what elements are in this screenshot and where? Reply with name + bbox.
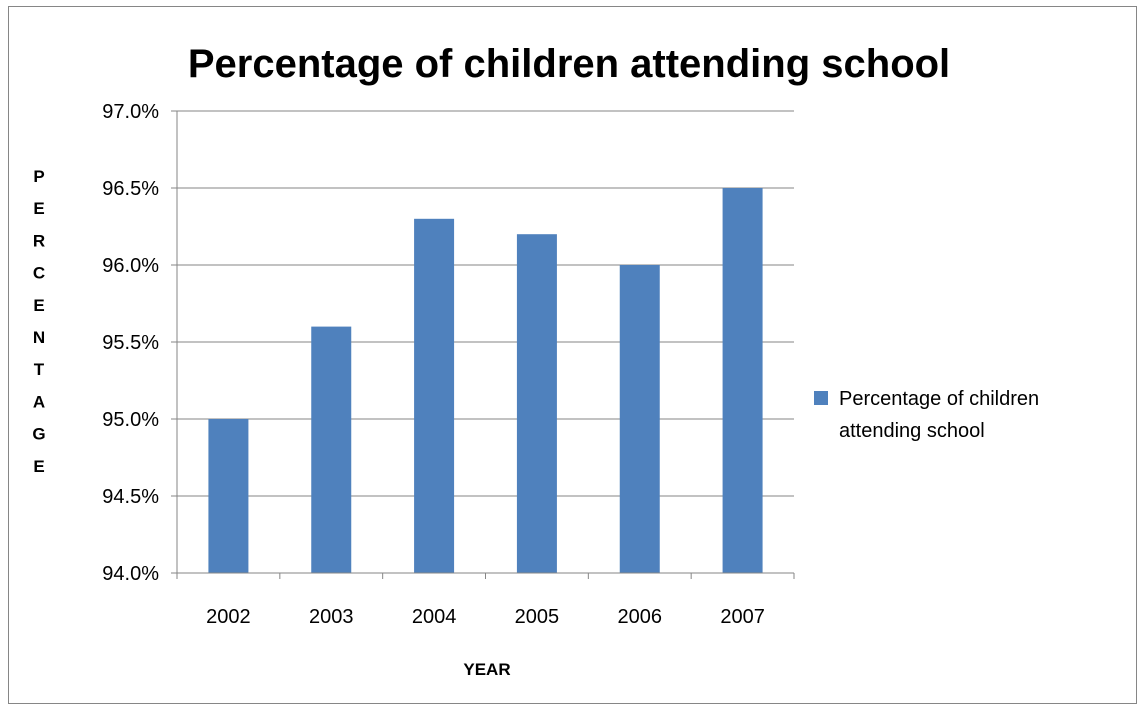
y-axis-title-letter: R: [33, 231, 45, 250]
chart-title: Percentage of children attending school: [188, 42, 950, 86]
x-tick-label: 2002: [206, 606, 251, 628]
y-tick-label: 94.5%: [102, 486, 159, 508]
x-axis-title: YEAR: [463, 660, 510, 679]
y-tick-label: 96.0%: [102, 255, 159, 277]
bar-2005: [516, 234, 557, 573]
chart-svg: Percentage of children attending school …: [32, 42, 1039, 679]
bar-2002: [208, 419, 249, 573]
x-tick-label: 2004: [412, 606, 457, 628]
y-tick-label: 96.5%: [102, 178, 159, 200]
y-axis-title-letter: E: [33, 199, 44, 218]
bar-2003: [311, 326, 352, 573]
bar-2006: [619, 265, 660, 573]
legend-swatch: [814, 391, 828, 405]
y-axis-title-letter: G: [32, 425, 45, 444]
bar-2004: [414, 218, 455, 574]
y-axis-title-letter: P: [33, 167, 44, 186]
y-tick-label: 95.0%: [102, 409, 159, 431]
chart-frame: Percentage of children attending school …: [8, 6, 1137, 704]
y-tick-label: 97.0%: [102, 101, 159, 123]
y-axis-title-letter: E: [33, 457, 44, 476]
x-tick-label: 2006: [618, 606, 663, 628]
x-tick-label: 2007: [720, 606, 765, 628]
y-axis-title-letter: E: [33, 296, 44, 315]
y-tick-label: 94.0%: [102, 563, 159, 585]
bar-2007: [722, 188, 763, 573]
x-tick-label: 2003: [309, 606, 354, 628]
y-axis-title-letter: C: [33, 264, 45, 283]
y-axis-title-letter: T: [34, 360, 45, 379]
y-axis-title-letter: N: [33, 328, 45, 347]
y-tick-label: 95.5%: [102, 332, 159, 354]
legend-label-line-2: attending school: [839, 420, 985, 442]
legend: Percentage of children attending school: [814, 388, 1039, 442]
y-axis-title-letter: A: [33, 392, 45, 411]
legend-label-line-1: Percentage of children: [839, 388, 1039, 410]
x-tick-label: 2005: [515, 606, 560, 628]
